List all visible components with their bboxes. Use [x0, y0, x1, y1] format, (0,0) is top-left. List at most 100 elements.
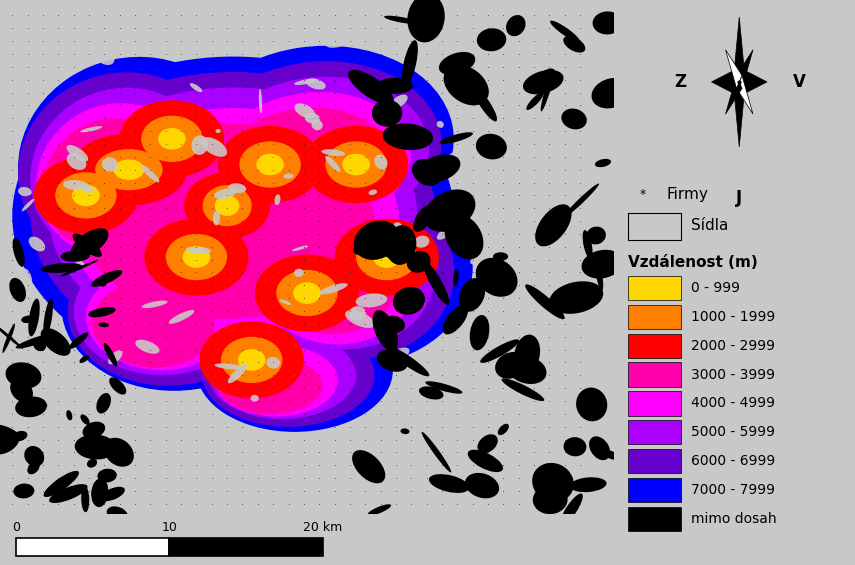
Point	[466, 50, 480, 59]
Text: 7000 - 7999: 7000 - 7999	[691, 483, 775, 497]
Point	[21, 11, 34, 20]
Point	[327, 75, 341, 84]
Point	[36, 153, 50, 162]
Point	[497, 499, 510, 508]
Ellipse shape	[551, 29, 581, 37]
Point	[327, 422, 341, 431]
Point	[5, 101, 19, 110]
Point	[312, 37, 326, 46]
Point	[497, 24, 510, 33]
Point	[574, 75, 587, 84]
Point	[113, 229, 127, 238]
Point	[51, 410, 65, 419]
Point	[113, 448, 127, 457]
Point	[36, 307, 50, 316]
Point	[251, 345, 265, 354]
Point	[389, 127, 403, 136]
Point	[159, 473, 173, 483]
Point	[5, 397, 19, 406]
Point	[466, 461, 480, 470]
Point	[36, 332, 50, 341]
Point	[528, 88, 541, 97]
Point	[358, 114, 372, 123]
Point	[420, 50, 433, 59]
Ellipse shape	[423, 399, 428, 406]
Point	[128, 101, 142, 110]
Point	[281, 294, 295, 303]
Point	[574, 307, 587, 316]
Point	[281, 473, 295, 483]
Point	[435, 24, 449, 33]
Point	[312, 88, 326, 97]
Point	[5, 486, 19, 496]
Point	[297, 191, 310, 200]
Ellipse shape	[501, 345, 506, 353]
Point	[558, 294, 572, 303]
Point	[67, 473, 80, 483]
Point	[159, 345, 173, 354]
Ellipse shape	[227, 364, 247, 383]
Point	[435, 410, 449, 419]
Ellipse shape	[402, 40, 418, 86]
Point	[297, 37, 310, 46]
Point	[97, 499, 111, 508]
Point	[221, 216, 234, 225]
Point	[543, 11, 557, 20]
Point	[174, 75, 188, 84]
Bar	[628, 506, 681, 531]
Ellipse shape	[43, 119, 179, 251]
Point	[174, 473, 188, 483]
Point	[97, 255, 111, 264]
Point	[159, 410, 173, 419]
Ellipse shape	[21, 316, 34, 323]
Point	[481, 101, 495, 110]
Point	[574, 294, 587, 303]
Point	[558, 75, 572, 84]
Point	[327, 448, 341, 457]
Point	[5, 62, 19, 71]
Point	[543, 255, 557, 264]
Point	[82, 307, 96, 316]
Point	[159, 358, 173, 367]
Point	[451, 37, 464, 46]
Point	[144, 255, 157, 264]
Bar	[628, 213, 681, 240]
Point	[36, 435, 50, 444]
Ellipse shape	[551, 461, 558, 469]
Point	[358, 499, 372, 508]
Point	[190, 435, 203, 444]
Point	[389, 255, 403, 264]
Point	[327, 384, 341, 393]
Point	[205, 140, 219, 149]
Point	[420, 165, 433, 174]
Point	[190, 204, 203, 213]
Ellipse shape	[432, 364, 440, 374]
Point	[159, 242, 173, 251]
Point	[497, 435, 510, 444]
Point	[267, 75, 280, 84]
Point	[281, 62, 295, 71]
Point	[190, 294, 203, 303]
Point	[51, 397, 65, 406]
Point	[113, 319, 127, 328]
Point	[205, 88, 219, 97]
Point	[128, 50, 142, 59]
Text: 6000 - 6999: 6000 - 6999	[691, 454, 775, 468]
Point	[281, 499, 295, 508]
Ellipse shape	[28, 237, 45, 251]
Point	[574, 127, 587, 136]
Point	[21, 165, 34, 174]
Ellipse shape	[377, 78, 413, 94]
Point	[312, 178, 326, 187]
Point	[558, 11, 572, 20]
Point	[21, 332, 34, 341]
Point	[466, 75, 480, 84]
Point	[312, 255, 326, 264]
Point	[281, 448, 295, 457]
Point	[558, 229, 572, 238]
Point	[358, 448, 372, 457]
Point	[558, 88, 572, 97]
Point	[205, 75, 219, 84]
Point	[36, 422, 50, 431]
Ellipse shape	[91, 45, 115, 65]
